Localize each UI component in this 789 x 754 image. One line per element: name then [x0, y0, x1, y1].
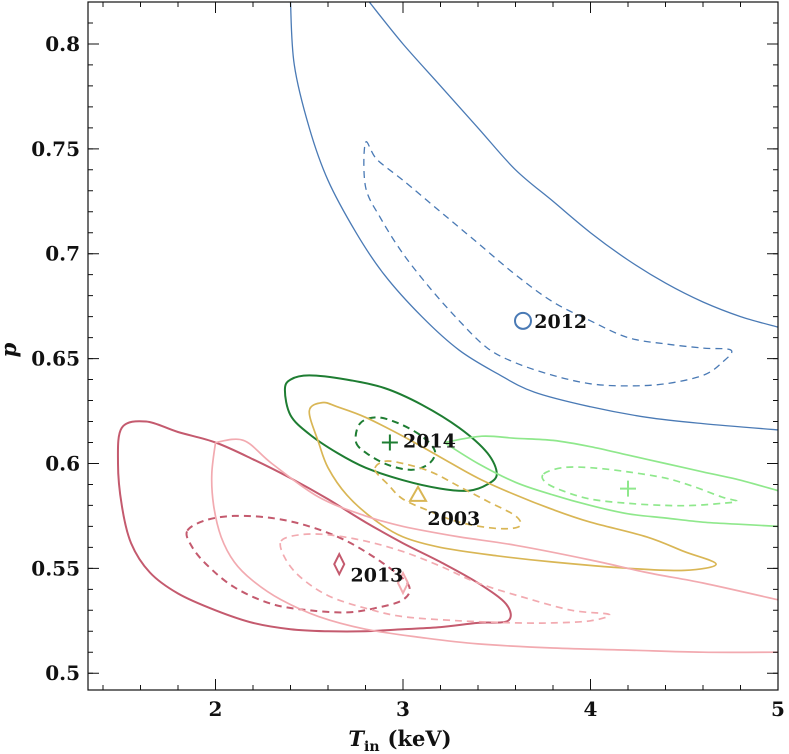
y-axis-label: p [0, 342, 21, 357]
annotation-2014: 2014 [403, 430, 456, 452]
marker-plus-series-6 [620, 480, 636, 497]
annotation-2013: 2013 [351, 565, 404, 587]
y-tick-label: 0.8 [45, 32, 80, 56]
y-tick-label: 0.7 [45, 242, 80, 266]
contour-series-5-dashed-3 [279, 533, 611, 624]
x-axis-label-symbol: T [348, 726, 365, 751]
contour-series-6-solid-1 [444, 435, 778, 492]
y-tick-label: 0.55 [31, 556, 80, 580]
contour-series-6-solid-2 [443, 441, 778, 528]
x-axis-label-subscript: in [364, 739, 380, 754]
plot-area [116, 2, 778, 654]
axis-labels: Tin (keV) p [0, 342, 452, 754]
x-axis-label: Tin (keV) [348, 726, 451, 754]
x-tick-label: 2 [209, 697, 223, 721]
contour-2014-solid-1 [283, 374, 498, 492]
series-2013 [116, 420, 512, 633]
contour-series-5-solid-1 [215, 438, 778, 601]
y-tick-label: 0.5 [45, 661, 80, 685]
series-2012 [289, 2, 778, 431]
marker-triangle-2003 [408, 484, 428, 502]
series-series-5 [210, 438, 778, 654]
plot-frame [87, 1, 779, 691]
x-tick-label: 5 [771, 697, 785, 721]
y-tick-label: 0.6 [45, 451, 80, 475]
contour-2013-solid-1 [116, 420, 512, 633]
contour-2012-dashed-3 [363, 141, 733, 387]
marker-diamond-2013 [333, 551, 346, 577]
x-axis-label-unit: (keV) [388, 726, 452, 751]
contour-series-5-solid-2 [210, 442, 778, 654]
contour-2013-dashed-2 [185, 514, 411, 614]
axis-ticks: 2 3 4 5 0.5 0.55 0.6 0.65 0.7 0.75 0.8 [31, 1, 785, 721]
annotation-2003: 2003 [427, 508, 480, 530]
axes-frame [87, 1, 779, 691]
contour-series-6-dashed-3 [541, 466, 738, 507]
contour-2012-solid-1 [289, 2, 778, 431]
marker-diamond-series-5 [396, 570, 410, 596]
series-2014 [283, 374, 498, 492]
contour-2014-dashed-2 [354, 416, 437, 471]
x-tick-label: 3 [396, 697, 410, 721]
marker-plus-2014 [381, 434, 398, 451]
y-tick-label: 0.65 [31, 347, 80, 371]
marker-circle-2012 [514, 311, 532, 330]
annotation-2012: 2012 [534, 311, 587, 333]
x-tick-label: 4 [584, 697, 598, 721]
y-tick-label: 0.75 [31, 137, 80, 161]
contour-2012-solid-2 [368, 2, 778, 328]
series-series-6 [443, 435, 778, 528]
